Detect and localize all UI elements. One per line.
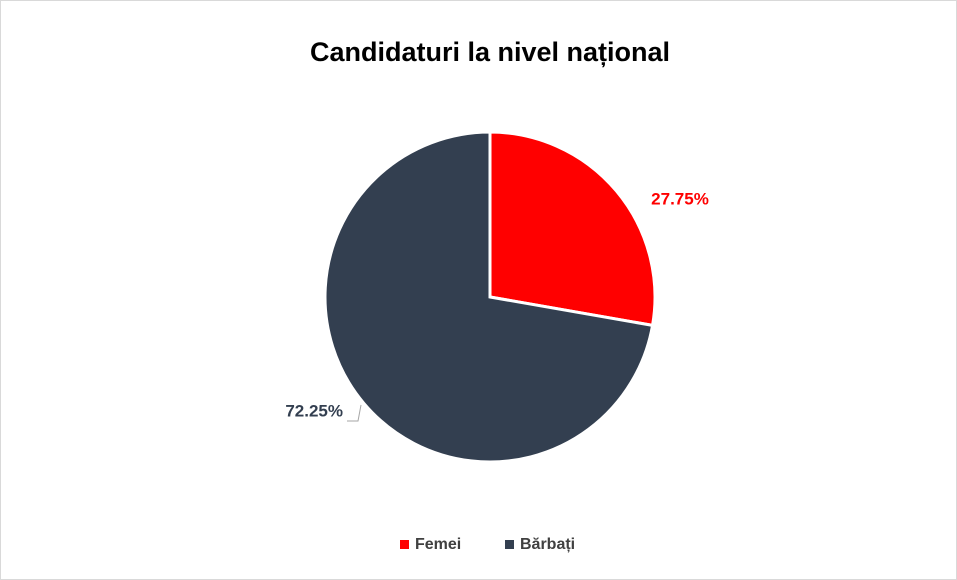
data-label: 72.25%	[285, 401, 343, 420]
legend-label: Femei	[415, 536, 461, 553]
pie-slice	[323, 130, 655, 464]
legend-label: Bărbați	[520, 536, 575, 553]
legend-marker	[400, 540, 409, 549]
leader-line	[347, 404, 362, 422]
data-label: 27.75%	[651, 189, 709, 208]
chart-title: Candidaturi la nivel național	[310, 37, 670, 67]
legend-marker	[505, 540, 514, 549]
pie-slice	[488, 130, 657, 328]
